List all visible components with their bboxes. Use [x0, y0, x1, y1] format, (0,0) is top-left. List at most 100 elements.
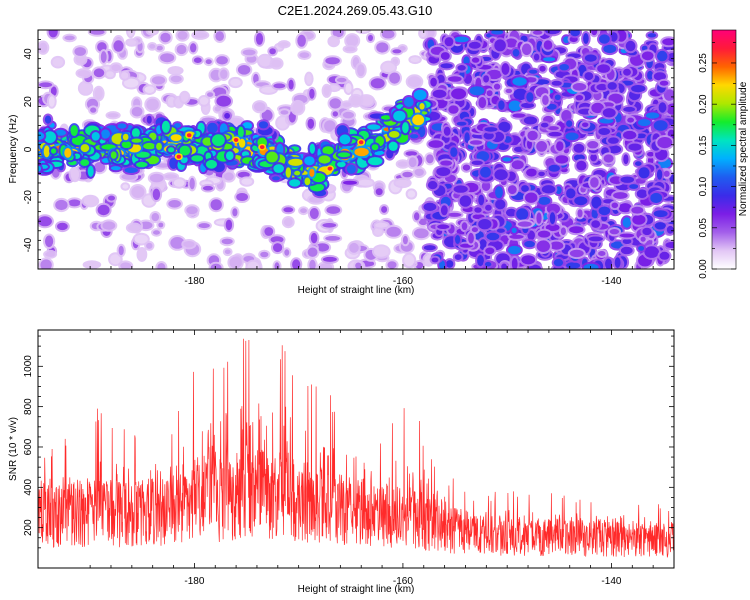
spectrogram-cell — [553, 258, 564, 267]
spectrogram-cell — [625, 40, 636, 52]
spectrogram-cell — [329, 37, 339, 46]
spectrogram-cell — [199, 97, 209, 105]
spectrogram-cell — [101, 129, 110, 139]
spectrogram-cell — [169, 68, 182, 74]
colorbar-label: Normalized spectral amplitude — [738, 81, 749, 216]
spectrogram-cell — [131, 138, 142, 143]
spectrogram-cell — [493, 83, 501, 90]
spectrogram-cell — [269, 48, 276, 55]
spectrogram-cell — [402, 122, 409, 134]
spectrogram-cell — [610, 32, 618, 42]
spectrogram-cell — [603, 44, 617, 54]
spectrogram-cell — [122, 133, 129, 141]
colorbar-frame — [711, 29, 737, 270]
spectrogram-cell — [590, 177, 599, 188]
spectrogram-cell — [179, 145, 191, 156]
spectrogram-cell — [632, 214, 646, 225]
spectrogram-cell — [542, 95, 549, 106]
spectrogram-cell — [232, 208, 238, 217]
spectrogram-cell — [191, 155, 204, 162]
spectrogram-cell — [599, 118, 614, 124]
spectrogram-cell — [270, 236, 284, 244]
spectrogram-cell — [368, 34, 373, 42]
spectrogram-cell — [463, 56, 470, 66]
spectrogram-cell — [325, 57, 340, 65]
spectrogram-cell — [635, 161, 642, 166]
spectrogram-cell — [623, 106, 635, 112]
spectrogram-cell — [565, 132, 579, 141]
spectrogram-cell — [343, 180, 357, 185]
spectrogram-cell — [107, 113, 119, 118]
spectrogram-cell — [146, 115, 152, 124]
spectrogram-cell — [292, 101, 304, 114]
spectrogram-cell — [238, 138, 246, 148]
spectrogram-cell — [143, 142, 156, 150]
snr-series-line — [38, 338, 674, 558]
spectrogram-cell — [484, 261, 492, 267]
spectrogram-cell — [309, 143, 315, 154]
spectrogram-cell — [462, 164, 471, 171]
spectrogram-cell — [261, 109, 273, 121]
spectrogram-cell — [486, 232, 500, 241]
spectrogram-cell — [548, 164, 560, 172]
spectrogram-cell — [653, 72, 667, 81]
spectrogram-cell — [87, 165, 94, 177]
spectrogram-cell — [186, 206, 198, 215]
spectrogram-cell — [288, 79, 294, 90]
spectrogram-cell — [414, 212, 420, 221]
spectrogram-cell — [387, 261, 397, 269]
spectrogram-cell — [325, 236, 341, 241]
spectrogram-cell — [638, 167, 650, 179]
snr-x-label: Height of straight line (km) — [298, 584, 415, 595]
spectrogram-cell — [450, 147, 458, 158]
spectrogram-cell — [157, 263, 166, 269]
spectrogram-cell — [70, 168, 80, 181]
spectrogram-cell — [402, 171, 413, 178]
spectrogram-cell — [483, 131, 494, 140]
spectrogram-cell — [181, 92, 189, 102]
spectrogram-cell — [526, 92, 534, 103]
spectrogram-cell — [640, 236, 646, 242]
spectrogram-cell — [521, 102, 535, 108]
spectrogram-cell — [469, 86, 485, 96]
spectrogram-cell — [136, 161, 148, 168]
spectrogram-cell — [629, 184, 639, 189]
spectrogram-cell — [614, 257, 621, 268]
spectrogram-cell — [455, 235, 461, 244]
spectrogram-cell — [663, 89, 674, 101]
spectrogram-cell — [638, 246, 645, 251]
spectrogram-cell — [242, 49, 256, 56]
spectrogram-cell — [650, 192, 663, 204]
spectrogram-cell — [541, 185, 556, 194]
spectrogram-cell — [255, 33, 264, 45]
spectrogram-cell — [79, 82, 92, 94]
spectrogram-cell — [254, 102, 266, 112]
spectrogram-cell — [543, 40, 553, 50]
spectrogram-cell — [494, 169, 508, 181]
spectrogram-cell — [547, 126, 559, 131]
spectrogram-cell — [260, 251, 269, 258]
spectrogram-cell — [288, 158, 303, 166]
spectrogram-cell — [94, 162, 106, 173]
x-tick-label: -180 — [184, 576, 204, 587]
spectrogram-cell — [560, 227, 567, 235]
spectrogram-cell — [153, 230, 160, 235]
spectrogram-cell — [285, 167, 291, 178]
spectrogram-cell — [124, 167, 138, 173]
spectrogram-cell — [613, 192, 628, 199]
spectrogram-cell — [247, 261, 260, 269]
spectrogram-cell — [84, 262, 100, 268]
spectrogram-cell — [483, 75, 489, 83]
spectrogram-cell — [309, 208, 319, 219]
spectrogram-cell — [448, 105, 459, 114]
spectrogram-cell — [404, 254, 415, 267]
spectrogram-cell — [68, 199, 81, 207]
spectrogram-cell — [609, 229, 620, 235]
spectrogram-cell — [548, 131, 562, 137]
spectrogram-cell — [294, 170, 301, 176]
spectrogram-cell — [118, 245, 124, 256]
y-tick-label: -40 — [23, 237, 34, 252]
spectrogram-cell — [566, 120, 573, 127]
spectrogram-cell — [619, 233, 635, 238]
spectrogram-cell — [300, 208, 307, 214]
